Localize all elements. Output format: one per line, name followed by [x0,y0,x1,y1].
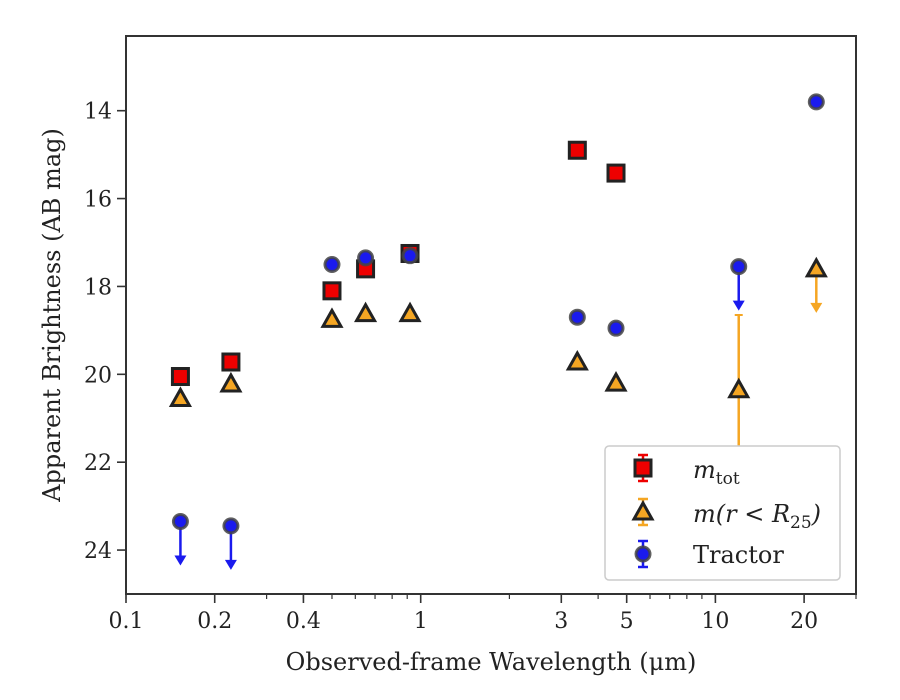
tractor-point [568,308,586,326]
m-r-r25--point [727,377,751,399]
legend-marker [631,499,655,521]
x-tick-label: 20 [790,609,818,634]
legend-m-r25-sub: 25 [790,513,812,533]
m-tot-point [170,367,190,387]
legend-m-r25-main: m(r < R [693,500,790,528]
tractor-point [357,249,375,267]
tractor-point [171,513,189,531]
y-tick-label: 24 [84,539,112,564]
x-tick-label: 3 [554,609,568,634]
upper-limit-head [810,302,823,313]
x-tick-label: 0.1 [109,609,144,634]
tractor-point [807,93,825,111]
y-tick-label: 14 [84,100,112,125]
x-tick-label: 5 [620,609,634,634]
legend-label-m-r25: m(r < R25) [693,500,821,533]
upper-limit-head [732,300,745,311]
y-axis-title: Apparent Brightness (AB mag) [38,128,66,503]
upper-limit-head [174,555,187,566]
m-r-r25--point [353,301,378,323]
m-r-r25--point [565,349,589,371]
m-r-r25--point [168,386,192,407]
legend-label-tractor: Tractor [693,541,784,569]
x-tick-label: 10 [701,609,729,634]
m-r-r25--point [219,371,243,393]
x-axis-title: Observed-frame Wavelength (μm) [286,648,697,676]
legend-marker [633,458,653,478]
plot-frame [125,35,857,595]
y-tick-label: 18 [84,275,112,300]
m-r-r25--point [398,301,422,323]
legend-m-r25-close: ) [811,500,821,528]
y-tick-label: 16 [84,188,112,213]
tractor-point [607,319,625,337]
m-tot-point [567,140,587,160]
ticks-layer: 0.1 0.2 0.4 1 3 5 10 20 14 16 18 20 22 24 [84,100,857,634]
m-r-r25--point [320,307,344,328]
x-tick-label: 0.4 [286,609,321,634]
legend: mtot m(r < R25) Tractor [604,445,841,581]
m-r-r25--point [804,256,828,278]
m-tot-point [606,163,626,183]
points-layer [168,93,828,535]
x-tick-label: 1 [414,609,428,634]
legend-m-tot-sub: tot [716,469,740,489]
m-tot-point [221,352,241,372]
tractor-point [401,247,419,265]
legend-m-tot-main: m [693,456,716,484]
x-tick-label: 0.2 [197,609,232,634]
legend-box [604,445,841,581]
tractor-point [323,255,341,273]
y-tick-label: 20 [84,363,112,388]
m-tot-point [322,281,342,301]
tractor-point [730,258,748,276]
m-r-r25--point [604,371,628,392]
y-tick-label: 22 [84,451,112,476]
legend-marker [634,545,652,563]
legend-label-m-tot: mtot [693,456,740,489]
upper-limit-head [224,559,237,570]
tractor-point [222,517,240,535]
